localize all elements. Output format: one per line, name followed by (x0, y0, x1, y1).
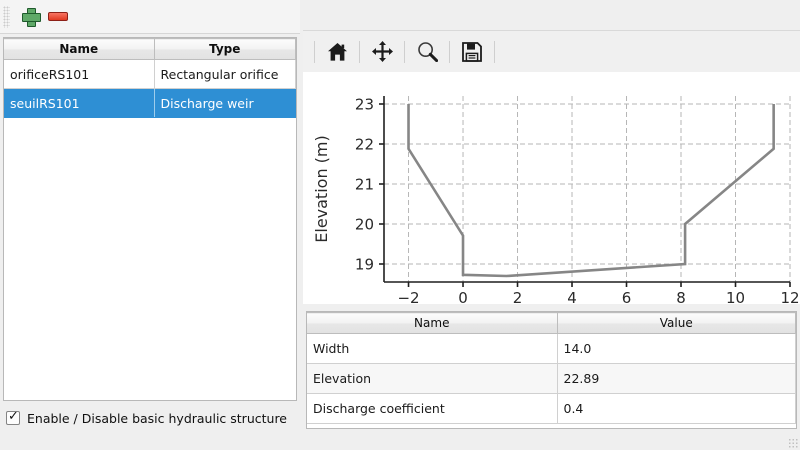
object-type-cell[interactable]: Rectangular orifice (154, 59, 296, 89)
property-value-cell[interactable]: 0.4 (557, 393, 796, 424)
table-row[interactable]: Elevation 22.89 (307, 363, 796, 394)
objects-column-name[interactable]: Name (4, 38, 155, 60)
svg-text:22: 22 (355, 136, 374, 154)
floppy-disk-icon (462, 41, 482, 62)
plus-icon (21, 8, 41, 27)
window-resize-grip[interactable] (788, 438, 798, 448)
svg-text:19: 19 (355, 256, 374, 274)
empty-cell (307, 423, 557, 428)
object-name-cell[interactable]: seuilRS101 (4, 88, 155, 118)
enable-structure-row[interactable]: Enable / Disable basic hydraulic structu… (6, 407, 287, 429)
home-icon (327, 42, 347, 61)
move-icon (371, 41, 393, 62)
plot-zoom-button[interactable] (410, 37, 444, 67)
properties-column-value[interactable]: Value (557, 312, 796, 334)
toolbar-separator (314, 40, 315, 63)
toolbar-separator (404, 40, 405, 63)
chart-tick-labels: −2 0 2 4 6 8 10 12 19 20 21 22 23 (355, 96, 800, 305)
empty-cell (557, 423, 796, 428)
plot-toolbar (303, 30, 800, 72)
property-name-cell: Discharge coefficient (307, 393, 558, 424)
svg-text:10: 10 (726, 289, 745, 304)
table-row[interactable]: orificeRS101 Rectangular orifice (4, 59, 296, 89)
svg-text:23: 23 (355, 96, 374, 114)
svg-text:21: 21 (355, 176, 374, 194)
property-value-cell[interactable]: 22.89 (557, 363, 796, 394)
property-name-cell: Elevation (307, 363, 558, 394)
toolbar-separator (449, 40, 450, 63)
svg-text:4: 4 (567, 289, 577, 304)
remove-structure-button[interactable] (44, 4, 72, 30)
property-value-cell[interactable]: 14.0 (557, 333, 796, 364)
plot-save-button[interactable] (455, 37, 489, 67)
magnifier-icon (417, 42, 438, 62)
property-name-cell: Width (307, 333, 558, 364)
properties-table-container[interactable]: Name Value Width 14.0 Elevation 22.89 Di… (306, 311, 797, 429)
chart-axes (383, 96, 790, 283)
chart-y-axis-label: Elevation (m) (312, 135, 331, 242)
enable-structure-checkbox[interactable] (6, 410, 20, 425)
toolbar-drag-handle[interactable] (3, 5, 10, 28)
svg-text:12: 12 (780, 289, 799, 304)
objects-toolbar (0, 0, 300, 34)
object-name-cell[interactable]: orificeRS101 (4, 59, 155, 89)
svg-text:6: 6 (622, 289, 632, 304)
toolbar-separator (359, 40, 360, 63)
toolbar-separator (494, 40, 495, 63)
object-type-cell[interactable]: Discharge weir (154, 88, 296, 118)
left-panel: Name Type orificeRS101 Rectangular orifi… (0, 0, 300, 450)
svg-text:8: 8 (676, 289, 686, 304)
svg-text:−2: −2 (397, 289, 419, 304)
svg-text:2: 2 (513, 289, 523, 304)
objects-column-type[interactable]: Type (154, 38, 296, 60)
enable-structure-label: Enable / Disable basic hydraulic structu… (27, 410, 287, 426)
empty-cell (154, 117, 296, 362)
objects-empty-area (4, 117, 296, 362)
empty-cell (4, 117, 154, 362)
properties-header-row: Name Value (307, 312, 796, 334)
properties-column-name[interactable]: Name (307, 312, 558, 334)
add-structure-button[interactable] (16, 4, 44, 30)
chart-ticks (379, 103, 791, 287)
objects-list[interactable]: Name Type orificeRS101 Rectangular orifi… (3, 37, 297, 401)
plot-home-button[interactable] (320, 37, 354, 67)
plot-pan-button[interactable] (365, 37, 399, 67)
table-row[interactable]: Width 14.0 (307, 333, 796, 364)
svg-text:20: 20 (355, 216, 374, 234)
objects-table-header-row: Name Type (4, 38, 296, 60)
properties-empty-area (307, 423, 796, 428)
table-row[interactable]: Discharge coefficient 0.4 (307, 393, 796, 424)
table-row[interactable]: seuilRS101 Discharge weir (4, 88, 296, 118)
chart-series-line (407, 104, 775, 278)
minus-icon (48, 12, 68, 21)
svg-text:0: 0 (458, 289, 468, 304)
